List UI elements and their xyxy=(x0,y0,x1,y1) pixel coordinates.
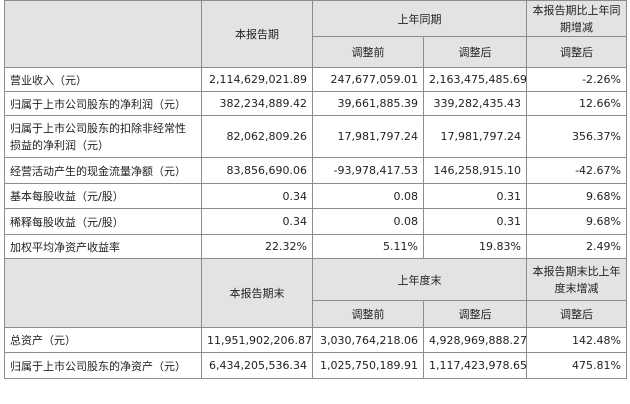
cell-after: 146,258,915.10 xyxy=(423,157,527,184)
cell-after: 19.83% xyxy=(423,234,527,259)
table-row: 基本每股收益（元/股） 0.34 0.08 0.31 9.68% xyxy=(4,183,627,209)
cell-before: 0.08 xyxy=(312,208,424,235)
table-row: 稀释每股收益（元/股） 0.34 0.08 0.31 9.68% xyxy=(4,208,627,235)
cell-before: 17,981,797.24 xyxy=(312,115,424,158)
header-current-period: 本报告期 xyxy=(201,0,313,68)
cell-current: 0.34 xyxy=(201,208,313,235)
row-label: 总资产（元） xyxy=(4,327,202,353)
financial-summary-table: 本报告期 上年同期 本报告期比上年同 期增减 调整前 调整后 调整后 营业收入（… xyxy=(4,0,627,379)
row-label-line2: 损益的净利润（元） xyxy=(10,138,109,152)
row-label: 稀释每股收益（元/股） xyxy=(4,208,202,235)
header-before-adjustment: 调整前 xyxy=(312,300,424,328)
header-year-end-change-line1: 本报告期末比上年 xyxy=(532,264,621,278)
cell-change: 356.37% xyxy=(526,115,627,158)
header-change-after-adjustment: 调整后 xyxy=(526,36,627,68)
row-label: 归属于上市公司股东的净资产（元） xyxy=(4,352,202,379)
header-row-2-sub: 调整前 调整后 调整后 xyxy=(5,300,627,328)
cell-current: 83,856,690.06 xyxy=(201,157,313,184)
cell-after: 339,282,435.43 xyxy=(423,91,527,116)
header-after-adjustment: 调整后 xyxy=(423,300,527,328)
table-row: 归属于上市公司股东的扣除非经常性 损益的净利润（元） 82,062,809.26… xyxy=(4,115,627,158)
cell-after: 0.31 xyxy=(423,183,527,209)
cell-current: 382,234,889.42 xyxy=(201,91,313,116)
row-label: 归属于上市公司股东的扣除非经常性 损益的净利润（元） xyxy=(4,115,202,158)
header-current-period-end: 本报告期末 xyxy=(201,258,313,328)
header-yoy-change-line2: 期增减 xyxy=(560,20,593,34)
cell-current: 2,114,629,021.89 xyxy=(201,67,313,92)
row-label: 基本每股收益（元/股） xyxy=(4,183,202,209)
cell-change: 12.66% xyxy=(526,91,627,116)
cell-before: 247,677,059.01 xyxy=(312,67,424,92)
header-row-2: 本报告期末 上年度末 本报告期末比上年 度末增减 xyxy=(4,258,627,328)
cell-change: -42.67% xyxy=(526,157,627,184)
header-row-1: 本报告期 上年同期 本报告期比上年同 期增减 xyxy=(4,0,627,68)
cell-change: 9.68% xyxy=(526,183,627,209)
cell-current: 11,951,902,206.87 xyxy=(201,327,313,353)
header-prior-period-group: 上年同期 xyxy=(312,0,527,37)
row-label: 归属于上市公司股东的净利润（元） xyxy=(4,91,202,116)
cell-after: 1,117,423,978.65 xyxy=(423,352,527,379)
cell-after: 4,928,969,888.27 xyxy=(423,327,527,353)
cell-after: 2,163,475,485.69 xyxy=(423,67,527,92)
row-label: 经营活动产生的现金流量净额（元） xyxy=(4,157,202,184)
cell-change: 2.49% xyxy=(526,234,627,259)
table-row: 营业收入（元） 2,114,629,021.89 247,677,059.01 … xyxy=(4,67,627,92)
cell-change: 142.48% xyxy=(526,327,627,353)
header-row-1-sub: 调整前 调整后 调整后 xyxy=(5,36,627,68)
cell-current: 82,062,809.26 xyxy=(201,115,313,158)
table-row: 加权平均净资产收益率 22.32% 5.11% 19.83% 2.49% xyxy=(4,234,627,259)
header-after-adjustment: 调整后 xyxy=(423,36,527,68)
cell-before: 39,661,885.39 xyxy=(312,91,424,116)
cell-current: 22.32% xyxy=(201,234,313,259)
cell-before: 3,030,764,218.06 xyxy=(312,327,424,353)
cell-before: -93,978,417.53 xyxy=(312,157,424,184)
table-row: 经营活动产生的现金流量净额（元） 83,856,690.06 -93,978,4… xyxy=(4,157,627,184)
header-year-end-change: 本报告期末比上年 度末增减 xyxy=(526,258,627,301)
table-row: 总资产（元） 11,951,902,206.87 3,030,764,218.0… xyxy=(4,327,627,353)
cell-change: 9.68% xyxy=(526,208,627,235)
cell-after: 17,981,797.24 xyxy=(423,115,527,158)
cell-current: 6,434,205,536.34 xyxy=(201,352,313,379)
header-before-adjustment: 调整前 xyxy=(312,36,424,68)
header-yoy-change: 本报告期比上年同 期增减 xyxy=(526,0,627,37)
cell-change: -2.26% xyxy=(526,67,627,92)
header-year-end-change-line2: 度末增减 xyxy=(554,281,599,295)
header-yoy-change-line1: 本报告期比上年同 xyxy=(532,3,621,17)
cell-current: 0.34 xyxy=(201,183,313,209)
cell-before: 1,025,750,189.91 xyxy=(312,352,424,379)
table-row: 归属于上市公司股东的净利润（元） 382,234,889.42 39,661,8… xyxy=(4,91,627,116)
header-blank-cell xyxy=(4,0,202,68)
header-prior-year-end-group: 上年度末 xyxy=(312,258,527,301)
row-label: 营业收入（元） xyxy=(4,67,202,92)
table-row: 归属于上市公司股东的净资产（元） 6,434,205,536.34 1,025,… xyxy=(4,352,627,379)
cell-before: 5.11% xyxy=(312,234,424,259)
header-change-after-adjustment: 调整后 xyxy=(526,300,627,328)
cell-after: 0.31 xyxy=(423,208,527,235)
cell-before: 0.08 xyxy=(312,183,424,209)
header-blank-cell xyxy=(4,258,202,328)
row-label-line1: 归属于上市公司股东的扣除非经常性 xyxy=(10,121,186,135)
cell-change: 475.81% xyxy=(526,352,627,379)
row-label: 加权平均净资产收益率 xyxy=(4,234,202,259)
